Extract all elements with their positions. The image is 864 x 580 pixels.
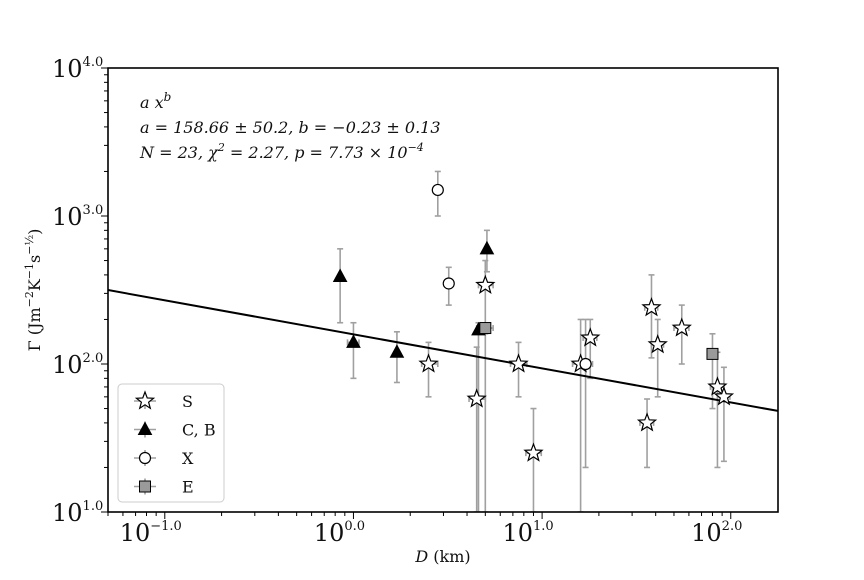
legend-label: S bbox=[182, 392, 193, 411]
data-point-star bbox=[641, 297, 662, 317]
x-tick-label: 100.0 bbox=[314, 519, 365, 547]
legend-marker-star bbox=[134, 390, 156, 410]
data-point-star bbox=[713, 386, 735, 406]
error-bar bbox=[709, 332, 716, 410]
fit-statistics: N = 23, χ2 = 2.27, p = 7.73 × 10−4 bbox=[139, 141, 424, 162]
legend-entry: X bbox=[134, 449, 194, 468]
data-point-circle bbox=[431, 183, 444, 197]
error-bar bbox=[639, 398, 655, 469]
legend-marker-triangle bbox=[137, 421, 153, 435]
error-bar bbox=[346, 321, 360, 380]
y-tick-label: 102.0 bbox=[52, 351, 103, 379]
data-point-triangle bbox=[346, 334, 361, 348]
data-point-star bbox=[475, 274, 496, 294]
data-point-star bbox=[580, 327, 601, 347]
data-point-square bbox=[479, 322, 492, 335]
data-point-star bbox=[466, 388, 487, 408]
fit-line bbox=[108, 289, 778, 412]
data-point-circle bbox=[442, 277, 455, 290]
data-point-star bbox=[418, 353, 439, 373]
x-tick-label: 10−1.0 bbox=[120, 519, 182, 547]
data-point-star bbox=[707, 376, 728, 396]
error-bar bbox=[468, 346, 487, 512]
y-axis-label: Γ (Jm−2K−1s−½) bbox=[23, 229, 44, 352]
data-point-circle bbox=[579, 357, 592, 371]
legend-label: E bbox=[182, 478, 194, 497]
x-axis-label: D (km) bbox=[414, 547, 470, 566]
data-point-star bbox=[636, 412, 658, 432]
y-tick-label: 104.0 bbox=[52, 55, 103, 83]
legend-entry: S bbox=[134, 390, 193, 411]
data-point-triangle bbox=[479, 240, 495, 255]
data-point-star bbox=[671, 317, 692, 337]
legend-label: C, B bbox=[182, 421, 216, 440]
y-tick-label: 103.0 bbox=[52, 203, 103, 231]
data-point-square bbox=[706, 347, 719, 360]
error-bar bbox=[509, 341, 528, 398]
legend: S C, B XE bbox=[117, 383, 225, 503]
data-point-star bbox=[647, 334, 668, 354]
x-tick-label: 101.0 bbox=[502, 519, 553, 547]
data-point-star bbox=[508, 353, 529, 373]
fit-parameters: a = 158.66 ± 50.2, b = −0.23 ± 0.13 bbox=[140, 118, 441, 137]
legend-frame bbox=[117, 383, 225, 503]
legend-marker-square bbox=[139, 480, 151, 493]
fit-annotation: a xb a = 158.66 ± 50.2, b = −0.23 ± 0.13… bbox=[139, 90, 441, 162]
data-point-triangle bbox=[389, 344, 405, 358]
data-point-star bbox=[523, 442, 544, 462]
error-bar bbox=[337, 248, 344, 324]
legend-marker-circle bbox=[138, 451, 152, 465]
legend-label: X bbox=[182, 449, 194, 468]
x-tick-label: 102.0 bbox=[691, 519, 742, 547]
data-point-triangle bbox=[332, 268, 348, 283]
y-tick-label: 101.0 bbox=[52, 499, 103, 527]
fit-formula: a xb bbox=[140, 90, 171, 112]
legend-entry: C, B bbox=[134, 421, 216, 440]
legend-entry: E bbox=[134, 478, 194, 497]
